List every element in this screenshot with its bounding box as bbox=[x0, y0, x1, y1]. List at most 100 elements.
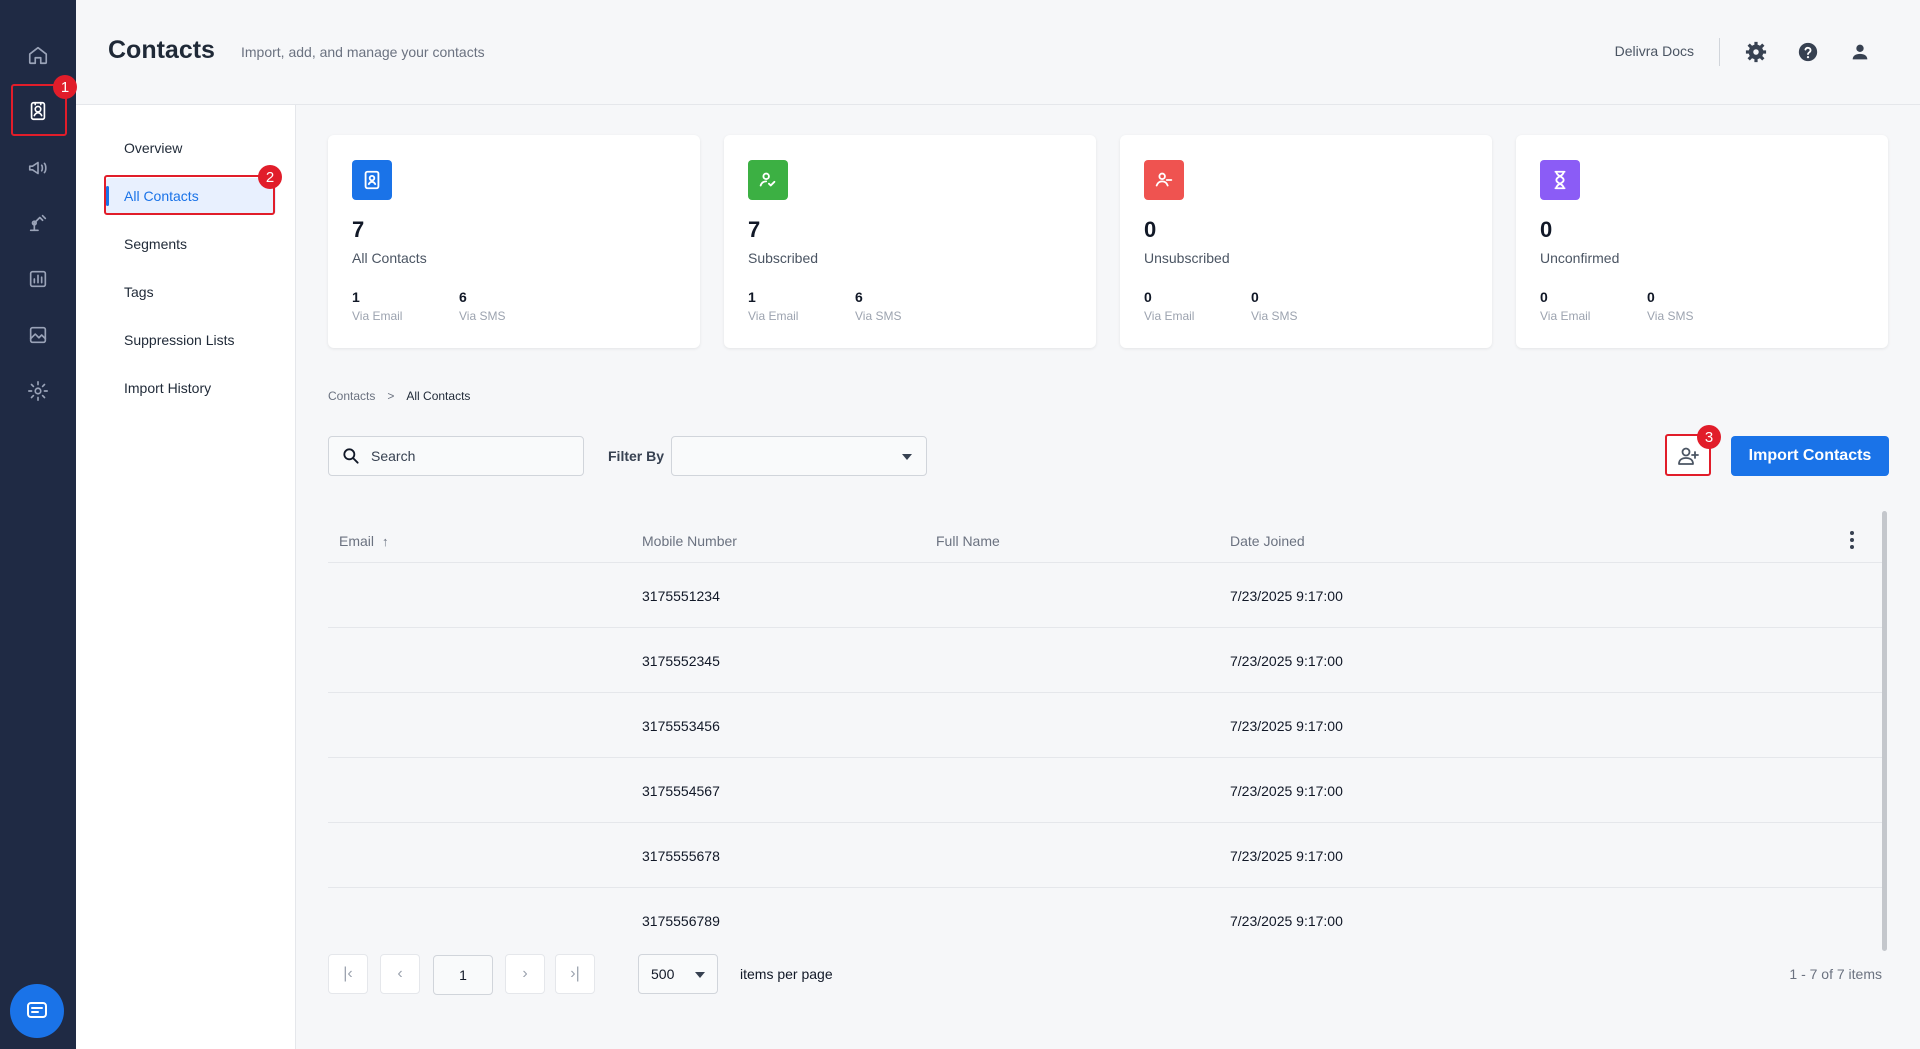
hourglass-icon bbox=[1540, 160, 1580, 200]
search-input[interactable] bbox=[371, 448, 571, 464]
stat-card-subscribed[interactable]: 7 Subscribed 1 Via Email 6 Via SMS bbox=[724, 135, 1096, 348]
account-name[interactable]: Delivra Docs bbox=[1614, 43, 1694, 59]
gear-icon[interactable] bbox=[1742, 38, 1770, 66]
stat-card-unsubscribed[interactable]: 0 Unsubscribed 0 Via Email 0 Via SMS bbox=[1120, 135, 1492, 348]
first-page-icon[interactable]: |‹ bbox=[328, 954, 368, 994]
user-icon[interactable] bbox=[1846, 38, 1874, 66]
page-size-value: 500 bbox=[651, 966, 675, 982]
automation-icon[interactable] bbox=[18, 203, 58, 243]
subnav-item-suppression-lists[interactable]: Suppression Lists bbox=[124, 332, 235, 348]
cell-date: 7/23/2025 9:17:00 bbox=[1230, 848, 1343, 864]
filter-select[interactable] bbox=[671, 436, 927, 476]
sort-arrow-icon: ↑ bbox=[382, 533, 389, 549]
page-size-label: items per page bbox=[740, 966, 833, 982]
last-page-icon[interactable]: ›| bbox=[555, 954, 595, 994]
breadcrumb-separator: > bbox=[387, 389, 395, 403]
cell-date: 7/23/2025 9:17:00 bbox=[1230, 913, 1343, 929]
stat-sms-label: Via SMS bbox=[855, 309, 902, 323]
stat-card-unconfirmed[interactable]: 0 Unconfirmed 0 Via Email 0 Via SMS bbox=[1516, 135, 1888, 348]
cell-date: 7/23/2025 9:17:00 bbox=[1230, 653, 1343, 669]
cell-mobile: 3175556789 bbox=[642, 913, 720, 929]
column-full-name[interactable]: Full Name bbox=[936, 533, 1000, 549]
cell-mobile: 3175553456 bbox=[642, 718, 720, 734]
stat-email: 0 Via Email bbox=[1540, 289, 1590, 323]
column-menu-icon[interactable] bbox=[1842, 528, 1862, 552]
stat-count: 0 bbox=[1540, 217, 1553, 242]
stat-label: All Contacts bbox=[352, 250, 427, 266]
user-check-icon bbox=[748, 160, 788, 200]
column-date-joined[interactable]: Date Joined bbox=[1230, 533, 1305, 549]
next-page-icon[interactable]: › bbox=[505, 954, 545, 994]
media-icon[interactable] bbox=[18, 315, 58, 355]
stat-email: 1 Via Email bbox=[748, 289, 798, 323]
user-minus-icon bbox=[1144, 160, 1184, 200]
column-mobile[interactable]: Mobile Number bbox=[642, 533, 737, 549]
column-email[interactable]: Email ↑ bbox=[339, 533, 389, 549]
table-row[interactable]: 3175553456 7/23/2025 9:17:00 bbox=[328, 693, 1882, 758]
stat-sms: 6 Via SMS bbox=[459, 289, 505, 323]
prev-page-icon[interactable]: ‹ bbox=[380, 954, 420, 994]
chat-icon bbox=[27, 1002, 47, 1018]
table-row[interactable]: 3175555678 7/23/2025 9:17:00 bbox=[328, 823, 1882, 888]
filter-label: Filter By bbox=[608, 448, 665, 464]
stat-email-count: 1 bbox=[352, 289, 360, 305]
stat-email: 0 Via Email bbox=[1144, 289, 1194, 323]
import-contacts-button[interactable]: Import Contacts bbox=[1731, 436, 1889, 476]
stat-email-label: Via Email bbox=[352, 309, 403, 323]
header-divider bbox=[1719, 38, 1720, 66]
contacts-icon[interactable] bbox=[18, 91, 58, 131]
breadcrumb-current: All Contacts bbox=[406, 389, 471, 403]
page-size-select[interactable]: 500 bbox=[638, 954, 718, 994]
table-row[interactable]: 3175551234 7/23/2025 9:17:00 bbox=[328, 563, 1882, 628]
table-row[interactable]: 3175552345 7/23/2025 9:17:00 bbox=[328, 628, 1882, 693]
annotation-number-1: 1 bbox=[53, 75, 77, 99]
table-row[interactable]: 3175554567 7/23/2025 9:17:00 bbox=[328, 758, 1882, 823]
cell-mobile: 3175551234 bbox=[642, 588, 720, 604]
stat-email-label: Via Email bbox=[1540, 309, 1591, 323]
current-page-input[interactable]: 1 bbox=[433, 955, 493, 995]
cell-date: 7/23/2025 9:17:00 bbox=[1230, 588, 1343, 604]
pagination-info: 1 - 7 of 7 items bbox=[1789, 966, 1882, 982]
table-scrollbar[interactable] bbox=[1882, 511, 1887, 951]
stat-sms-count: 0 bbox=[1647, 289, 1655, 305]
page-title: Contacts bbox=[108, 36, 215, 64]
search-field[interactable] bbox=[328, 436, 584, 476]
settings-icon[interactable] bbox=[18, 371, 58, 411]
stat-sms-count: 0 bbox=[1251, 289, 1259, 305]
help-icon[interactable] bbox=[1794, 38, 1822, 66]
stat-count: 7 bbox=[748, 217, 761, 242]
subnav-item-import-history[interactable]: Import History bbox=[124, 380, 212, 396]
home-icon[interactable] bbox=[18, 35, 58, 75]
breadcrumb: Contacts > All Contacts bbox=[328, 389, 470, 403]
subnav-item-all-contacts[interactable]: All Contacts bbox=[106, 178, 276, 214]
stat-label: Subscribed bbox=[748, 250, 819, 266]
search-icon bbox=[343, 448, 359, 464]
stat-card-all-contacts[interactable]: 7 All Contacts 1 Via Email 6 Via SMS bbox=[328, 135, 700, 348]
subnav-item-segments[interactable]: Segments bbox=[124, 236, 188, 252]
subnav-item-tags[interactable]: Tags bbox=[124, 284, 154, 300]
stat-label: Unsubscribed bbox=[1144, 250, 1230, 266]
stat-email: 1 Via Email bbox=[352, 289, 402, 323]
stat-count: 0 bbox=[1144, 217, 1157, 242]
breadcrumb-contacts[interactable]: Contacts bbox=[328, 389, 376, 403]
stat-sms-count: 6 bbox=[855, 289, 863, 305]
stat-email-count: 0 bbox=[1540, 289, 1548, 305]
stat-label: Unconfirmed bbox=[1540, 250, 1620, 266]
cell-mobile: 3175552345 bbox=[642, 653, 720, 669]
stat-sms: 0 Via SMS bbox=[1251, 289, 1297, 323]
stat-sms-label: Via SMS bbox=[1251, 309, 1298, 323]
subnav-item-overview[interactable]: Overview bbox=[124, 140, 183, 156]
stat-sms-count: 6 bbox=[459, 289, 467, 305]
cell-mobile: 3175555678 bbox=[642, 848, 720, 864]
reports-icon[interactable] bbox=[18, 259, 58, 299]
page-subtitle: Import, add, and manage your contacts bbox=[241, 44, 485, 60]
chat-button[interactable] bbox=[10, 984, 64, 1038]
stat-email-label: Via Email bbox=[748, 309, 799, 323]
stat-count: 7 bbox=[352, 217, 365, 242]
campaigns-icon[interactable] bbox=[18, 148, 58, 188]
left-rail bbox=[0, 0, 76, 1049]
cell-date: 7/23/2025 9:17:00 bbox=[1230, 783, 1343, 799]
pagination: |‹ ‹ 1 › ›| 500 items per page 1 - 7 of … bbox=[328, 954, 1882, 995]
cell-mobile: 3175554567 bbox=[642, 783, 720, 799]
table-row[interactable]: 3175556789 7/23/2025 9:17:00 bbox=[328, 888, 1882, 953]
